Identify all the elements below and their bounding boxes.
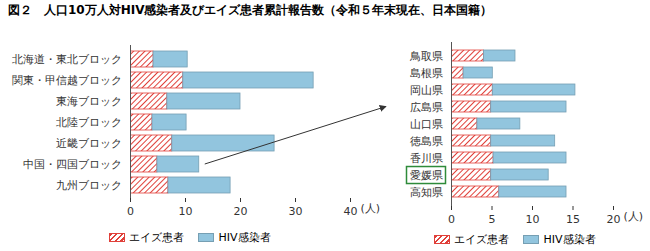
svg-text:20: 20 — [607, 213, 621, 226]
html-text:図２ 人口10万人対HIV感染者及びエイズ患者累計報告数（令: 図２ 人口10万人対HIV感染者及びエイズ患者累計報告数（令和５年末現在、日本国… — [8, 3, 493, 17]
svg-text:中国・四国ブロック: 中国・四国ブロック — [23, 158, 122, 171]
svg-text:徳島県: 徳島県 — [410, 135, 443, 148]
svg-text:鳥取県: 鳥取県 — [409, 50, 443, 63]
html-text:エイズ患者: エイズ患者 — [454, 232, 510, 246]
html-text:HIV感染者: HIV感染者 — [218, 230, 271, 244]
svg-text:15: 15 — [566, 213, 580, 226]
svg-text:関東・甲信越ブロック: 関東・甲信越ブロック — [12, 74, 122, 87]
svg-text:0: 0 — [448, 213, 455, 226]
svg-text:(人): (人) — [361, 202, 381, 215]
svg-text:20: 20 — [234, 205, 248, 218]
svg-text:愛媛県: 愛媛県 — [410, 169, 443, 182]
html-text:HIV感染者: HIV感染者 — [543, 232, 596, 246]
svg-text:岡山県: 岡山県 — [410, 84, 443, 97]
svg-text:10: 10 — [179, 205, 193, 218]
svg-text:東海ブロック: 東海ブロック — [56, 95, 122, 108]
svg-text:(人): (人) — [624, 210, 644, 223]
svg-text:40: 40 — [344, 205, 358, 218]
svg-text:高知県: 高知県 — [410, 186, 443, 199]
svg-text:九州ブロック: 九州ブロック — [56, 179, 122, 192]
svg-text:山口県: 山口県 — [410, 118, 443, 131]
svg-text:広島県: 広島県 — [410, 101, 443, 114]
svg-text:北陸ブロック: 北陸ブロック — [56, 116, 122, 129]
svg-text:10: 10 — [526, 213, 540, 226]
html-text:エイズ患者: エイズ患者 — [129, 230, 185, 244]
svg-text:0: 0 — [127, 205, 134, 218]
svg-text:香川県: 香川県 — [410, 152, 443, 165]
svg-text:5: 5 — [489, 213, 496, 226]
svg-text:30: 30 — [289, 205, 303, 218]
svg-text:近畿ブロック: 近畿ブロック — [56, 137, 122, 150]
svg-text:島根県: 島根県 — [410, 67, 443, 80]
svg-text:北海道・東北ブロック: 北海道・東北ブロック — [12, 53, 122, 66]
